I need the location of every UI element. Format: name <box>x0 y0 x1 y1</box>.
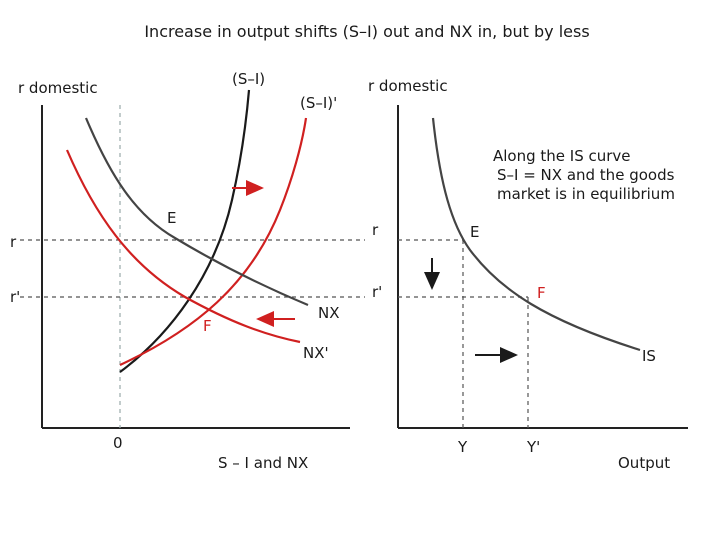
si-curve <box>119 89 251 373</box>
y-label: Y <box>457 438 468 456</box>
note-line-1: Along the IS curve <box>493 147 631 165</box>
right-x-axis-label: Output <box>618 454 670 472</box>
nx-label: NX <box>318 304 340 322</box>
right-r-label: r <box>372 221 379 239</box>
nx-prime-label: NX' <box>303 344 329 362</box>
note-line-3: market is in equilibrium <box>497 185 675 203</box>
is-label: IS <box>642 347 656 365</box>
y-prime-label: Y' <box>526 438 540 456</box>
nx-prime-curve <box>65 149 301 344</box>
right-panel: r domestic Output r r' Y Y' E F IS Along… <box>368 77 688 472</box>
si-label: (S–I) <box>232 70 265 88</box>
si-prime-curve <box>119 117 308 366</box>
left-x-axis-label: S – I and NX <box>218 454 308 472</box>
left-point-f-label: F <box>203 317 212 335</box>
left-r-prime-label: r' <box>10 288 20 306</box>
is-curve <box>431 117 641 352</box>
left-panel: r domestic S – I and NX 0 r r' (S–I) (S–… <box>10 70 365 472</box>
diagram-title: Increase in output shifts (S–I) out and … <box>144 22 589 41</box>
zero-label: 0 <box>113 434 123 452</box>
si-prime-label: (S–I)' <box>300 94 337 112</box>
left-r-label: r <box>10 233 17 251</box>
right-point-e-label: E <box>470 223 479 241</box>
right-y-axis-label: r domestic <box>368 77 448 95</box>
left-point-e-label: E <box>167 209 176 227</box>
nx-curve <box>84 117 309 307</box>
left-y-axis-label: r domestic <box>18 79 98 97</box>
note-line-2: S–I = NX and the goods <box>497 166 675 184</box>
right-point-f-label: F <box>537 284 546 302</box>
right-r-prime-label: r' <box>372 283 382 301</box>
